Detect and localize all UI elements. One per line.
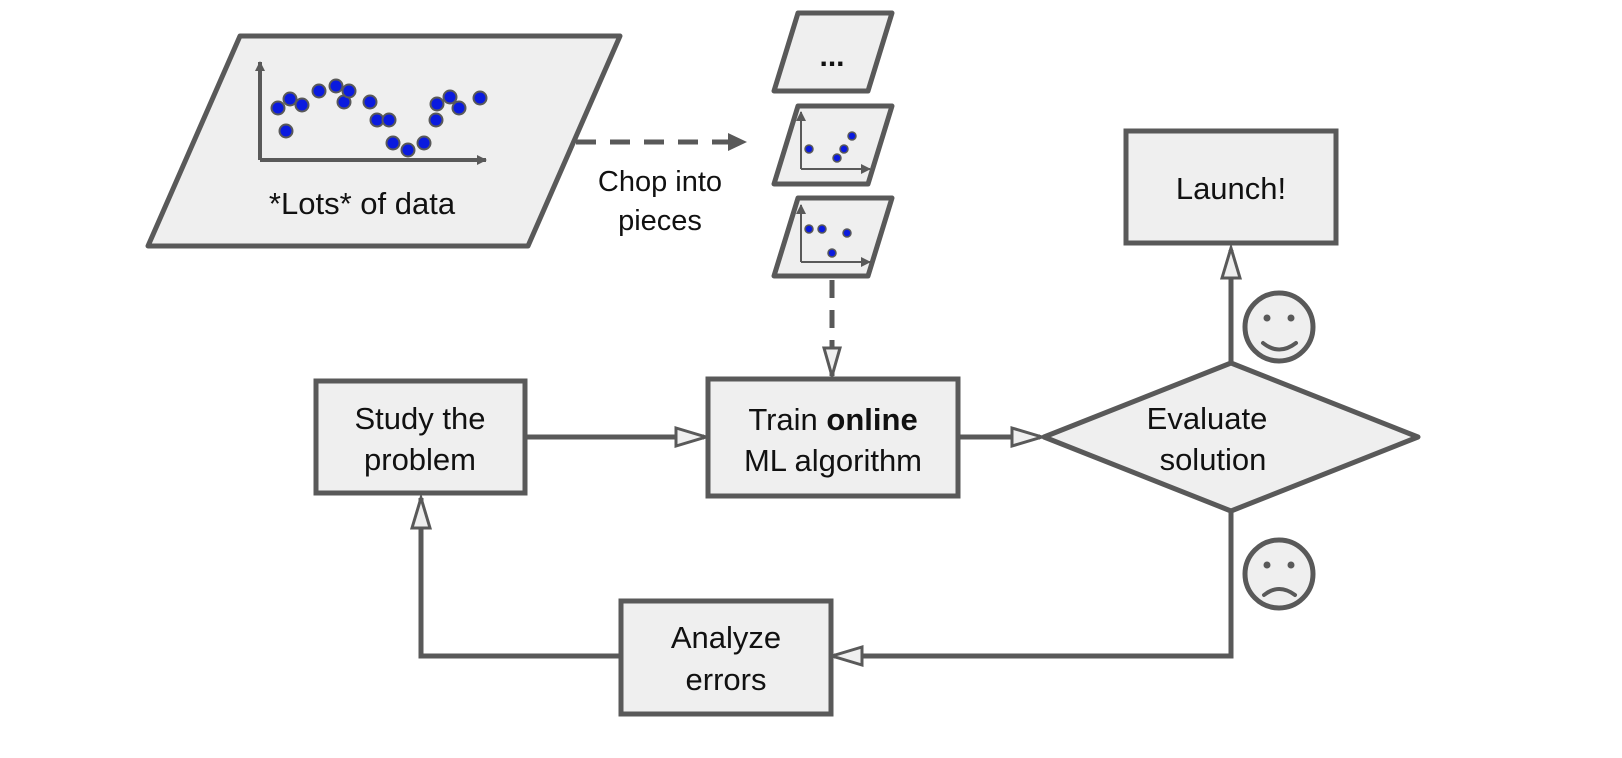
chop-label-line2: pieces: [618, 205, 702, 237]
launch-label: Launch!: [1176, 171, 1286, 206]
data-piece-plot-icon: [796, 111, 871, 174]
data-piece-more: ...: [771, 10, 895, 94]
analyze-errors-box: Analyze errors: [618, 598, 834, 717]
data-piece-more-label: ...: [819, 40, 844, 73]
chop-label-line1: Chop into: [598, 166, 722, 198]
train-label-line1: Train online: [748, 402, 917, 437]
data-piece: [771, 195, 895, 279]
evaluate-label-line1: Evaluate: [1147, 401, 1268, 436]
evaluate-label-line2: solution: [1160, 442, 1267, 477]
sad-face-icon: [1242, 537, 1316, 611]
train-algorithm-box: Train online ML algorithm: [705, 376, 961, 499]
evaluate-to-analyze-arrow: [834, 511, 1234, 659]
data-piece-plot-icon: [796, 204, 871, 267]
data-store: *Lots* of data: [145, 33, 623, 249]
happy-face-icon: [1242, 290, 1316, 364]
data-piece: [771, 103, 895, 187]
analyze-label-line2: errors: [686, 662, 767, 697]
data-plot-icon: [255, 61, 488, 165]
study-label-line2: problem: [364, 442, 476, 477]
study-label-line1: Study the: [355, 401, 486, 436]
train-label-prefix: Train: [748, 402, 826, 437]
data-store-label: *Lots* of data: [269, 186, 456, 221]
analyze-label-line1: Analyze: [671, 620, 781, 655]
study-problem-box: Study the problem: [313, 378, 528, 496]
train-label-bold: online: [826, 402, 917, 437]
train-label-line2: ML algorithm: [744, 443, 922, 478]
launch-box: Launch!: [1123, 128, 1339, 246]
evaluate-solution-diamond: Evaluate solution: [1041, 360, 1421, 514]
analyze-to-study-arrow: [418, 498, 621, 659]
